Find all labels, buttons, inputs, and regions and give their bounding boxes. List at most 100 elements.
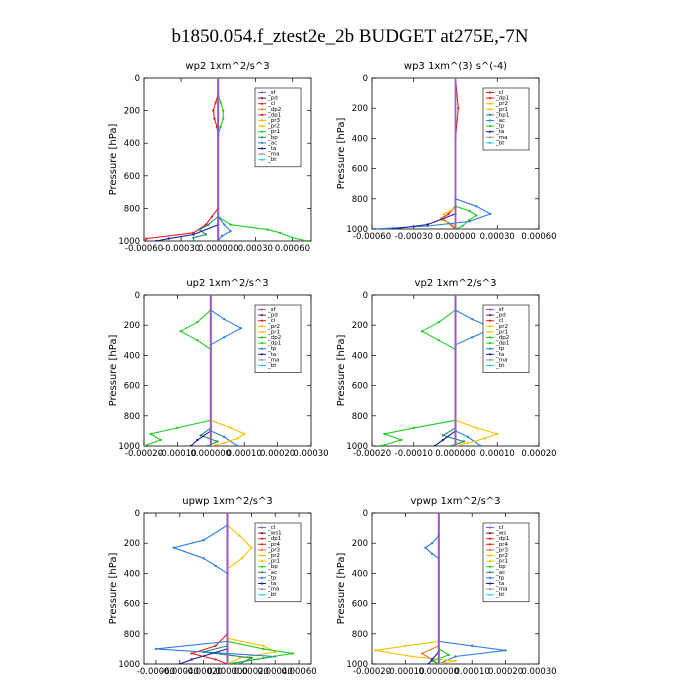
series-point bbox=[178, 662, 181, 664]
series-point bbox=[489, 212, 492, 216]
legend-marker bbox=[260, 108, 264, 111]
series-point bbox=[479, 444, 482, 446]
legend-entry: _ac bbox=[267, 140, 277, 146]
y-tick-label: 800 bbox=[124, 630, 140, 640]
series-point bbox=[222, 317, 226, 321]
series-point bbox=[250, 546, 253, 549]
legend-marker bbox=[260, 353, 264, 356]
series-point bbox=[404, 644, 407, 648]
x-tick-label: 0.000000 bbox=[207, 667, 248, 677]
series-line bbox=[156, 224, 219, 241]
series-point bbox=[483, 437, 486, 440]
series-point bbox=[496, 432, 499, 436]
legend-entry: _dp2 bbox=[495, 335, 509, 341]
x-tick-label: 0.00010 bbox=[227, 449, 262, 459]
legend-marker bbox=[260, 153, 264, 156]
x-tick-label: -0.00060 bbox=[125, 244, 163, 254]
series-point bbox=[236, 437, 239, 440]
series-point bbox=[262, 647, 265, 651]
series-point bbox=[154, 647, 158, 651]
y-tick-label: 200 bbox=[124, 321, 140, 331]
legend-marker bbox=[488, 119, 492, 122]
series-point bbox=[475, 426, 478, 430]
legend-entry: _bt bbox=[267, 157, 277, 163]
series-point bbox=[189, 444, 192, 446]
legend-entry: _bp bbox=[495, 564, 506, 570]
y-tick-label: 1000 bbox=[346, 225, 368, 235]
series-point bbox=[437, 662, 440, 664]
series-point bbox=[192, 236, 195, 239]
legend-entry: _tp bbox=[495, 346, 505, 352]
x-tick-label: 0.00060 bbox=[521, 232, 556, 242]
panel-vpwp: vpwp 1xm^2/s^3 Pressure [hPa] 0 200 400 600 80… bbox=[336, 496, 557, 677]
series-point bbox=[144, 444, 146, 446]
legend-marker bbox=[488, 582, 492, 585]
x-tick-label: 0.00060 bbox=[281, 667, 316, 677]
series-point bbox=[454, 444, 457, 446]
series-point bbox=[430, 658, 434, 661]
legend-entry: _ta bbox=[267, 581, 276, 587]
x-tick-label: 0.00020 bbox=[234, 667, 269, 677]
legend-marker bbox=[260, 102, 264, 105]
series-point bbox=[210, 215, 214, 218]
legend-marker bbox=[488, 565, 492, 568]
y-tick-label: 800 bbox=[352, 630, 368, 640]
series-point bbox=[454, 227, 457, 229]
series-point bbox=[437, 339, 440, 342]
legend-marker bbox=[488, 342, 492, 345]
legend-marker bbox=[488, 560, 492, 563]
x-tick-label: -0.00010 bbox=[386, 667, 424, 677]
legend-entry: _sf bbox=[267, 307, 277, 313]
legend-entry: _ac bbox=[495, 118, 505, 124]
series-group bbox=[379, 295, 500, 446]
legend-marker bbox=[260, 347, 264, 350]
legend-marker bbox=[488, 347, 492, 350]
legend-marker bbox=[260, 532, 264, 535]
series-point bbox=[214, 658, 217, 661]
legend-entry: _pr4 bbox=[495, 542, 509, 548]
legend-marker bbox=[260, 147, 264, 150]
y-tick-label: 400 bbox=[124, 351, 140, 361]
plot-frame bbox=[371, 512, 540, 665]
legend-marker bbox=[488, 102, 492, 105]
legend-marker bbox=[260, 125, 264, 128]
series-point bbox=[172, 546, 176, 549]
series-point bbox=[466, 441, 470, 445]
series-point bbox=[430, 542, 434, 545]
series-point bbox=[223, 223, 226, 226]
legend-entry: _ma bbox=[267, 152, 279, 158]
series-line bbox=[374, 198, 492, 229]
legend-marker bbox=[488, 130, 492, 133]
panel-up2: up2 1xm^2/s^3 Pressure [hPa] 0 200 400 600 800… bbox=[108, 278, 329, 459]
legend-entry: _pr2 bbox=[267, 553, 280, 559]
legend-marker bbox=[488, 319, 492, 322]
series-point bbox=[159, 438, 162, 442]
series-point bbox=[504, 649, 507, 652]
series-point bbox=[471, 336, 474, 339]
legend-entry: _bp1 bbox=[495, 112, 509, 118]
series-point bbox=[238, 656, 241, 660]
series-point bbox=[291, 236, 294, 239]
legend-entry: _pr1 bbox=[267, 559, 280, 565]
y-tick-label: 800 bbox=[352, 412, 368, 422]
series-point bbox=[240, 557, 244, 560]
series-point bbox=[454, 655, 457, 658]
legend-marker bbox=[260, 576, 264, 580]
y-tick-label: 400 bbox=[352, 351, 368, 361]
y-axis-label: Pressure [hPa] bbox=[108, 335, 119, 407]
legend-marker bbox=[260, 336, 264, 339]
legend-entry: _sf bbox=[495, 307, 505, 313]
series-point bbox=[192, 239, 195, 241]
legend-marker bbox=[260, 358, 264, 361]
series-point bbox=[144, 239, 146, 241]
series-point bbox=[155, 239, 158, 241]
panel-wp3: wp3 1xm^(3) s^(-4) Pressure [hPa] 0 200 400 6… bbox=[336, 61, 557, 242]
series-line bbox=[440, 207, 456, 227]
series-point bbox=[209, 444, 212, 446]
legend-marker bbox=[488, 141, 492, 144]
series-point bbox=[196, 438, 199, 442]
series-point bbox=[443, 212, 446, 216]
legend-entry: _ta bbox=[495, 352, 504, 358]
legend-marker bbox=[488, 358, 492, 361]
legend-marker bbox=[260, 526, 264, 529]
